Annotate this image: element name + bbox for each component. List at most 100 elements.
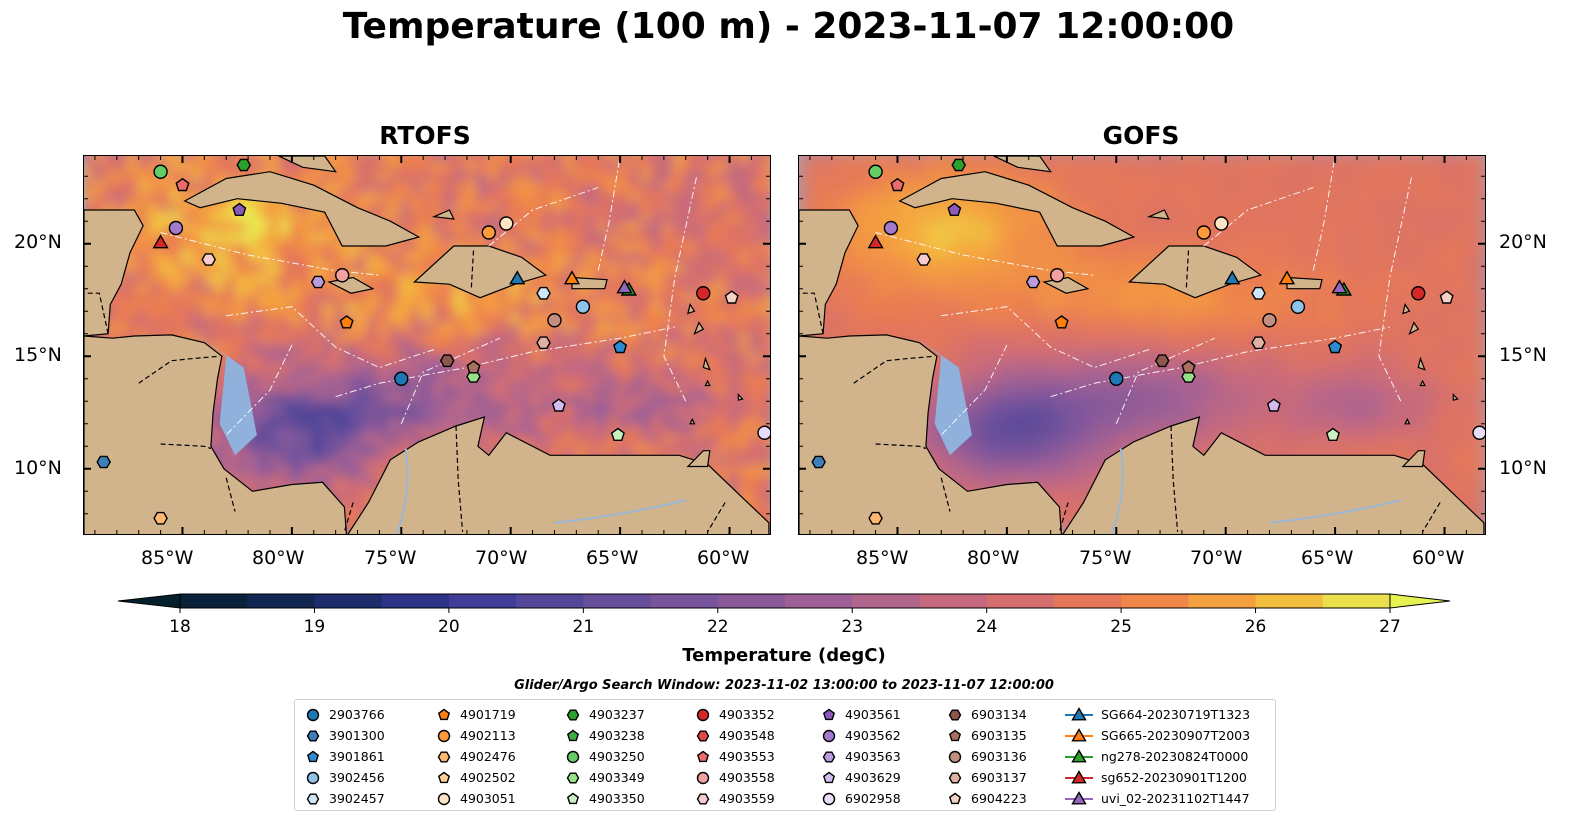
marker-4903562[interactable] bbox=[883, 220, 899, 236]
marker-4903237[interactable] bbox=[236, 158, 252, 172]
legend-marker[interactable] bbox=[696, 793, 710, 805]
legend-marker[interactable] bbox=[306, 730, 320, 742]
legend-marker[interactable] bbox=[437, 792, 451, 805]
marker-uvi_02-20231102T1447[interactable] bbox=[616, 279, 633, 294]
marker-4903629[interactable] bbox=[1266, 398, 1281, 412]
legend-marker[interactable] bbox=[437, 708, 451, 720]
legend-marker[interactable] bbox=[948, 772, 962, 784]
marker-4902113[interactable] bbox=[1196, 225, 1212, 240]
marker-3902457[interactable] bbox=[1251, 286, 1266, 300]
marker-4903250[interactable] bbox=[153, 164, 168, 179]
marker-6903134[interactable] bbox=[439, 354, 455, 368]
legend-marker[interactable] bbox=[1071, 748, 1087, 763]
legend-marker[interactable] bbox=[566, 792, 580, 804]
legend-marker[interactable] bbox=[822, 751, 836, 763]
marker-3902457[interactable] bbox=[536, 286, 551, 300]
marker-SG665-20230907T2003[interactable] bbox=[1278, 270, 1296, 285]
marker-4903563[interactable] bbox=[1025, 275, 1041, 289]
marker-4903250[interactable] bbox=[868, 164, 883, 179]
marker-4902113[interactable] bbox=[481, 225, 497, 240]
marker-4903563[interactable] bbox=[310, 275, 326, 289]
legend-marker[interactable] bbox=[948, 750, 962, 763]
marker-4903561[interactable] bbox=[232, 202, 247, 216]
legend-marker[interactable] bbox=[437, 729, 451, 742]
legend-marker[interactable] bbox=[948, 729, 962, 741]
legend-marker[interactable] bbox=[822, 792, 836, 805]
marker-SG664-20230719T1323[interactable] bbox=[1224, 270, 1241, 285]
marker-4902476[interactable] bbox=[868, 511, 883, 525]
legend-marker[interactable] bbox=[696, 750, 710, 762]
marker-4903558[interactable] bbox=[1050, 268, 1065, 283]
marker-SG664-20230719T1323[interactable] bbox=[509, 270, 526, 285]
marker-4903051[interactable] bbox=[1214, 216, 1229, 231]
legend-marker[interactable] bbox=[306, 750, 320, 762]
marker-3902456[interactable] bbox=[1290, 299, 1306, 314]
marker-6903137[interactable] bbox=[1251, 336, 1266, 350]
marker-4903559[interactable] bbox=[916, 253, 932, 266]
marker-6903136[interactable] bbox=[547, 313, 562, 328]
legend-marker[interactable] bbox=[822, 771, 836, 783]
marker-4903559[interactable] bbox=[201, 253, 217, 266]
marker-3901861[interactable] bbox=[1328, 339, 1343, 354]
map-panel-rtofs[interactable] bbox=[83, 155, 771, 535]
legend-marker[interactable] bbox=[948, 792, 962, 804]
marker-4903051[interactable] bbox=[499, 216, 514, 231]
marker-3902456[interactable] bbox=[575, 299, 591, 314]
marker-4903350[interactable] bbox=[610, 427, 625, 441]
marker-4903553[interactable] bbox=[890, 177, 905, 192]
marker-4903629[interactable] bbox=[551, 398, 566, 412]
legend-marker[interactable] bbox=[566, 709, 580, 721]
marker-6903136[interactable] bbox=[1262, 313, 1277, 328]
marker-4902476[interactable] bbox=[153, 511, 168, 525]
legend-marker[interactable] bbox=[1071, 769, 1087, 784]
marker-4903561[interactable] bbox=[947, 202, 962, 216]
lon-label-rtofs-85: 85°W bbox=[141, 547, 194, 569]
marker-SG665-20230907T2003[interactable] bbox=[563, 270, 581, 285]
legend-marker[interactable] bbox=[1071, 706, 1087, 721]
legend-marker[interactable] bbox=[822, 729, 836, 742]
marker-4903237[interactable] bbox=[951, 158, 967, 172]
marker-4903562[interactable] bbox=[168, 220, 184, 236]
legend-marker[interactable] bbox=[1071, 727, 1087, 742]
marker-6902958[interactable] bbox=[757, 425, 770, 440]
legend-marker[interactable] bbox=[306, 793, 320, 805]
marker-4901719[interactable] bbox=[1054, 315, 1069, 329]
marker-6902958[interactable] bbox=[1472, 425, 1485, 440]
legend-marker[interactable] bbox=[437, 751, 451, 763]
legend-marker[interactable] bbox=[306, 771, 320, 784]
legend-marker[interactable] bbox=[696, 771, 710, 784]
legend-marker[interactable] bbox=[696, 708, 710, 721]
marker-4903558[interactable] bbox=[335, 268, 350, 283]
legend-marker[interactable] bbox=[306, 708, 320, 721]
marker-4903553[interactable] bbox=[175, 177, 190, 192]
legend-marker[interactable] bbox=[566, 772, 580, 784]
marker-sg652-20230901T1200[interactable] bbox=[152, 234, 169, 249]
marker-4903350[interactable] bbox=[1325, 427, 1340, 441]
legend-marker[interactable] bbox=[437, 771, 451, 783]
marker-4903352[interactable] bbox=[696, 286, 711, 301]
legend-label: 3901300 bbox=[329, 728, 385, 743]
legend-marker[interactable] bbox=[566, 750, 580, 763]
legend-marker[interactable] bbox=[566, 729, 580, 741]
legend-marker[interactable] bbox=[822, 708, 836, 720]
marker-3901300[interactable] bbox=[96, 455, 112, 469]
marker-3901861[interactable] bbox=[613, 339, 628, 354]
marker-3901300[interactable] bbox=[811, 455, 827, 469]
map-panel-gofs[interactable] bbox=[798, 155, 1486, 535]
marker-6904223[interactable] bbox=[1439, 290, 1454, 304]
marker-2903766[interactable] bbox=[1109, 371, 1124, 386]
marker-6903137[interactable] bbox=[536, 336, 551, 350]
marker-uvi_02-20231102T1447[interactable] bbox=[1331, 279, 1348, 294]
legend-marker[interactable] bbox=[696, 730, 710, 742]
marker-6904223[interactable] bbox=[724, 290, 739, 304]
marker-6903135[interactable] bbox=[1181, 360, 1196, 374]
marker-2903766[interactable] bbox=[394, 371, 409, 386]
legend-label: 4901719 bbox=[460, 707, 516, 722]
marker-sg652-20230901T1200[interactable] bbox=[867, 234, 884, 249]
marker-4901719[interactable] bbox=[339, 315, 354, 329]
legend-marker[interactable] bbox=[1071, 790, 1087, 805]
legend-marker[interactable] bbox=[948, 709, 962, 721]
marker-6903134[interactable] bbox=[1154, 354, 1170, 368]
marker-6903135[interactable] bbox=[466, 360, 481, 374]
marker-4903352[interactable] bbox=[1411, 286, 1426, 301]
